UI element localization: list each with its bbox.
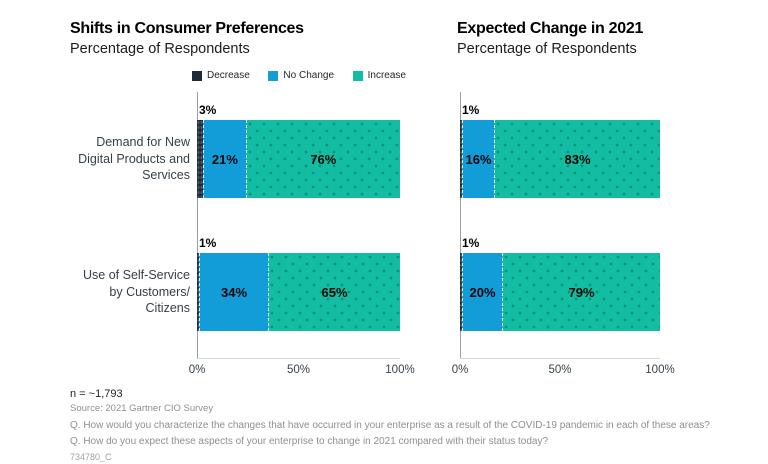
document-id: 734780_C (70, 452, 112, 462)
bar-segment-decrease (197, 120, 204, 198)
axis-tick: 0% (188, 364, 206, 376)
bar-value-label: 79% (568, 284, 595, 300)
y-axis-line (197, 92, 198, 359)
category-label: Use of Self-Service by Customers/ Citize… (83, 268, 190, 316)
plot-right: 1% 16% 83% 1% 20% 79% 0% 50% 100% (452, 92, 675, 392)
bar-segment-no-change: 20% (462, 253, 502, 331)
axis-tick: 100% (645, 364, 675, 376)
legend-item-decrease: Decrease (192, 70, 250, 81)
bar-value-label: 21% (211, 151, 238, 167)
bar-value-label-decrease: 3% (199, 103, 217, 117)
bar-value-label-decrease: 1% (462, 236, 480, 250)
axis-tick: 50% (286, 364, 311, 376)
stacked-bar: 21% 76% (197, 120, 400, 198)
axis-tick: 0% (451, 364, 469, 376)
bar-value-label: 16% (465, 151, 492, 167)
bar-segment-decrease (197, 253, 200, 331)
bar-value-label: 83% (564, 151, 591, 167)
question-1: Q. How would you characterize the change… (70, 420, 710, 431)
legend-swatch-no-change-icon (268, 70, 279, 81)
bar-segment-increase: 65% (268, 253, 400, 331)
legend-item-increase: Increase (352, 70, 406, 81)
legend: Decrease No Change Increase (192, 70, 406, 81)
x-axis-line (197, 358, 400, 359)
chart-header-left: Shifts in Consumer Preferences Percentag… (70, 20, 304, 57)
chart-subtitle-right: Percentage of Respondents (457, 41, 637, 57)
bar-value-label: 34% (221, 284, 248, 300)
chart-subtitle-left: Percentage of Respondents (70, 41, 250, 57)
legend-swatch-decrease-icon (192, 70, 202, 81)
axis-tick: 50% (548, 364, 572, 376)
category-labels: Demand for New Digital Products and Serv… (52, 92, 190, 352)
bar-value-label: 20% (469, 284, 496, 300)
stacked-bar: 34% 65% (197, 253, 400, 331)
plot-left: 3% 21% 76% 1% 34% 65% 0% 50% 100% (189, 92, 415, 392)
chart-title-left: Shifts in Consumer Preferences (70, 20, 304, 37)
bar-segment-no-change: 21% (203, 120, 246, 198)
bar-segment-increase: 83% (494, 120, 660, 198)
bar-segment-no-change: 34% (199, 253, 269, 331)
stacked-bar: 20% 79% (460, 253, 660, 331)
legend-label-decrease: Decrease (207, 70, 250, 81)
footer: n = ~1,793 Source: 2021 Gartner CIO Surv… (70, 388, 738, 462)
bar-segment-increase: 79% (502, 253, 660, 331)
chart-header-right: Expected Change in 2021 Percentage of Re… (457, 20, 643, 57)
source-line: Source: 2021 Gartner CIO Survey (70, 403, 214, 414)
bar-value-label-decrease: 1% (199, 236, 217, 250)
legend-item-no-change: No Change (268, 70, 334, 81)
bar-value-label: 76% (310, 151, 337, 167)
bar-segment-decrease (460, 253, 462, 331)
axis-tick: 100% (385, 364, 415, 376)
category-label: Demand for New Digital Products and Serv… (78, 135, 190, 183)
stacked-bar: 16% 83% (460, 120, 660, 198)
bar-segment-increase: 76% (245, 120, 400, 198)
sample-size: n = ~1,793 (70, 388, 123, 400)
bar-value-label-decrease: 1% (462, 103, 480, 117)
legend-swatch-increase-icon (352, 70, 363, 81)
question-2: Q. How do you expect these aspects of yo… (70, 436, 549, 447)
bar-segment-decrease (460, 120, 462, 198)
bar-segment-no-change: 16% (462, 120, 494, 198)
chart-title-right: Expected Change in 2021 (457, 20, 644, 37)
legend-label-increase: Increase (367, 70, 406, 81)
y-axis-line (460, 92, 461, 359)
legend-label-no-change: No Change (283, 70, 335, 81)
x-axis-line (460, 358, 660, 359)
bar-value-label: 65% (321, 284, 348, 300)
